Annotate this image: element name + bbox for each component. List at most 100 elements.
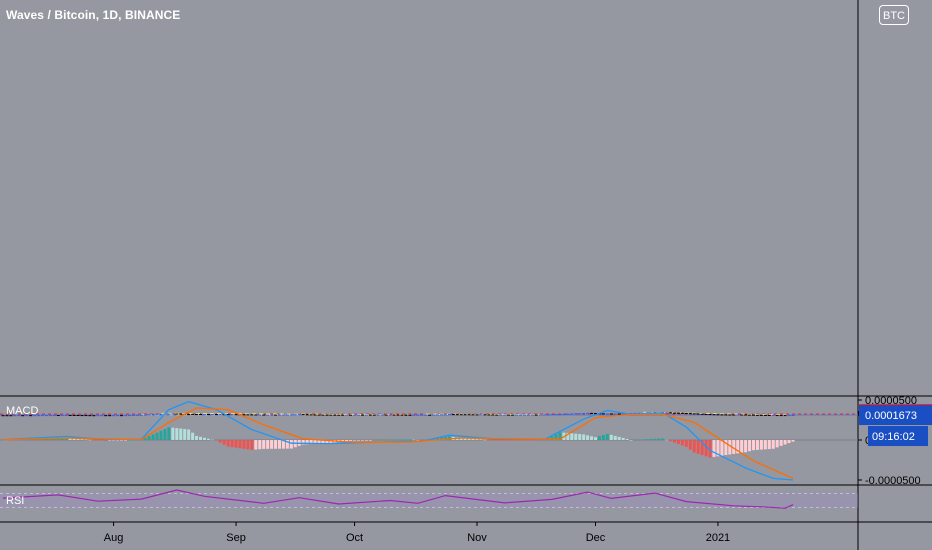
candle-down: [108, 415, 112, 417]
macd-histogram-bar: [582, 434, 586, 440]
candle-up: [566, 413, 570, 415]
macd-histogram-bar: [84, 439, 88, 441]
x-tick-label: Nov: [467, 532, 487, 544]
macd-histogram-bar: [487, 440, 491, 441]
candle-down: [195, 413, 199, 415]
macd-histogram-bar: [281, 440, 285, 449]
macd-histogram-bar: [408, 439, 412, 440]
candle-down: [507, 414, 511, 416]
candle-down: [716, 414, 720, 416]
candle-up: [570, 413, 574, 415]
candle-up: [518, 414, 522, 416]
macd-histogram-bar: [791, 440, 795, 442]
candle-up: [17, 415, 21, 417]
macd-histogram-bar: [621, 437, 625, 440]
candle-up: [297, 414, 301, 416]
candle-down: [68, 414, 72, 416]
candle-up: [558, 414, 562, 416]
candle-down: [404, 414, 408, 416]
macd-histogram-bar: [590, 436, 594, 440]
macd-histogram-bar: [37, 438, 41, 440]
candle-up: [281, 414, 285, 416]
candle-up: [447, 414, 451, 416]
macd-histogram-bar: [96, 440, 100, 441]
macd-histogram-bar: [605, 433, 609, 440]
x-tick-label: Dec: [586, 532, 606, 544]
candle-up: [25, 415, 29, 417]
candle-down: [700, 413, 704, 415]
macd-histogram-bar: [574, 433, 578, 440]
rsi-line: [2, 489, 794, 509]
macd-histogram-bar: [250, 440, 254, 450]
candle-up: [499, 414, 503, 416]
macd-histogram-bar: [159, 430, 163, 440]
candle-up: [771, 415, 775, 417]
candle-up: [218, 414, 222, 416]
signal-line: [2, 407, 794, 479]
macd-histogram-bar: [633, 439, 637, 441]
candle-down: [274, 414, 278, 416]
macd-histogram-bar: [384, 439, 388, 441]
candle-down: [763, 414, 767, 416]
candle-down: [692, 413, 696, 415]
candle-up: [791, 415, 795, 417]
candle-down: [56, 415, 60, 417]
candle-down: [467, 414, 471, 416]
candle-up: [167, 413, 171, 415]
macd-histogram-bar: [515, 440, 518, 441]
candle-down: [396, 414, 400, 416]
candle-down: [669, 412, 673, 414]
macd-histogram-bar: [692, 440, 696, 453]
macd-histogram-bar: [558, 432, 562, 440]
candle-up: [530, 414, 534, 416]
macd-histogram-bar: [495, 440, 499, 441]
macd-histogram-bar: [396, 439, 400, 441]
candle-down: [341, 414, 345, 416]
macd-histogram-bar: [783, 440, 787, 445]
macd-histogram-bar: [155, 432, 159, 440]
candle-up: [345, 414, 349, 416]
macd-histogram-bar: [538, 440, 542, 441]
candle-up: [443, 414, 447, 416]
candle-down: [234, 414, 238, 416]
candle-down: [684, 413, 688, 415]
candle-down: [372, 414, 376, 416]
candle-down: [728, 414, 732, 416]
rsi-pane-label: RSI: [6, 495, 25, 507]
candle-up: [52, 415, 56, 417]
macd-histogram-bar: [254, 440, 258, 450]
candle-down: [755, 414, 759, 416]
candle-up: [96, 415, 100, 417]
candle-down: [349, 414, 353, 416]
macd-histogram-bar: [752, 440, 755, 451]
candle-up: [285, 414, 289, 416]
candle-down: [428, 414, 432, 416]
candle-down: [80, 415, 84, 417]
candle-up: [357, 414, 360, 416]
macd-histogram-bar: [262, 440, 266, 449]
macd-histogram-bar: [673, 440, 676, 443]
macd-histogram-bar: [771, 440, 775, 449]
macd-histogram-bar: [459, 438, 463, 440]
macd-histogram-bar: [416, 439, 420, 441]
x-tick-label: Aug: [104, 532, 124, 544]
macd-histogram-bar: [641, 439, 645, 440]
candle-down: [752, 414, 755, 416]
candle-up: [139, 414, 143, 416]
candle-up: [230, 414, 234, 416]
macd-histogram-bar: [80, 439, 84, 440]
macd-pane-label: MACD: [6, 405, 39, 417]
macd-histogram-bar: [388, 439, 392, 441]
candle-up: [582, 413, 586, 415]
candle-down: [463, 414, 467, 416]
macd-line: [2, 400, 794, 481]
candle-down: [120, 415, 123, 417]
candle-down: [704, 413, 708, 415]
macd-histogram-bar: [684, 440, 688, 447]
macd-histogram-bar: [708, 440, 712, 458]
macd-histogram-bar: [657, 438, 661, 440]
currency-button[interactable]: BTC: [879, 5, 909, 25]
